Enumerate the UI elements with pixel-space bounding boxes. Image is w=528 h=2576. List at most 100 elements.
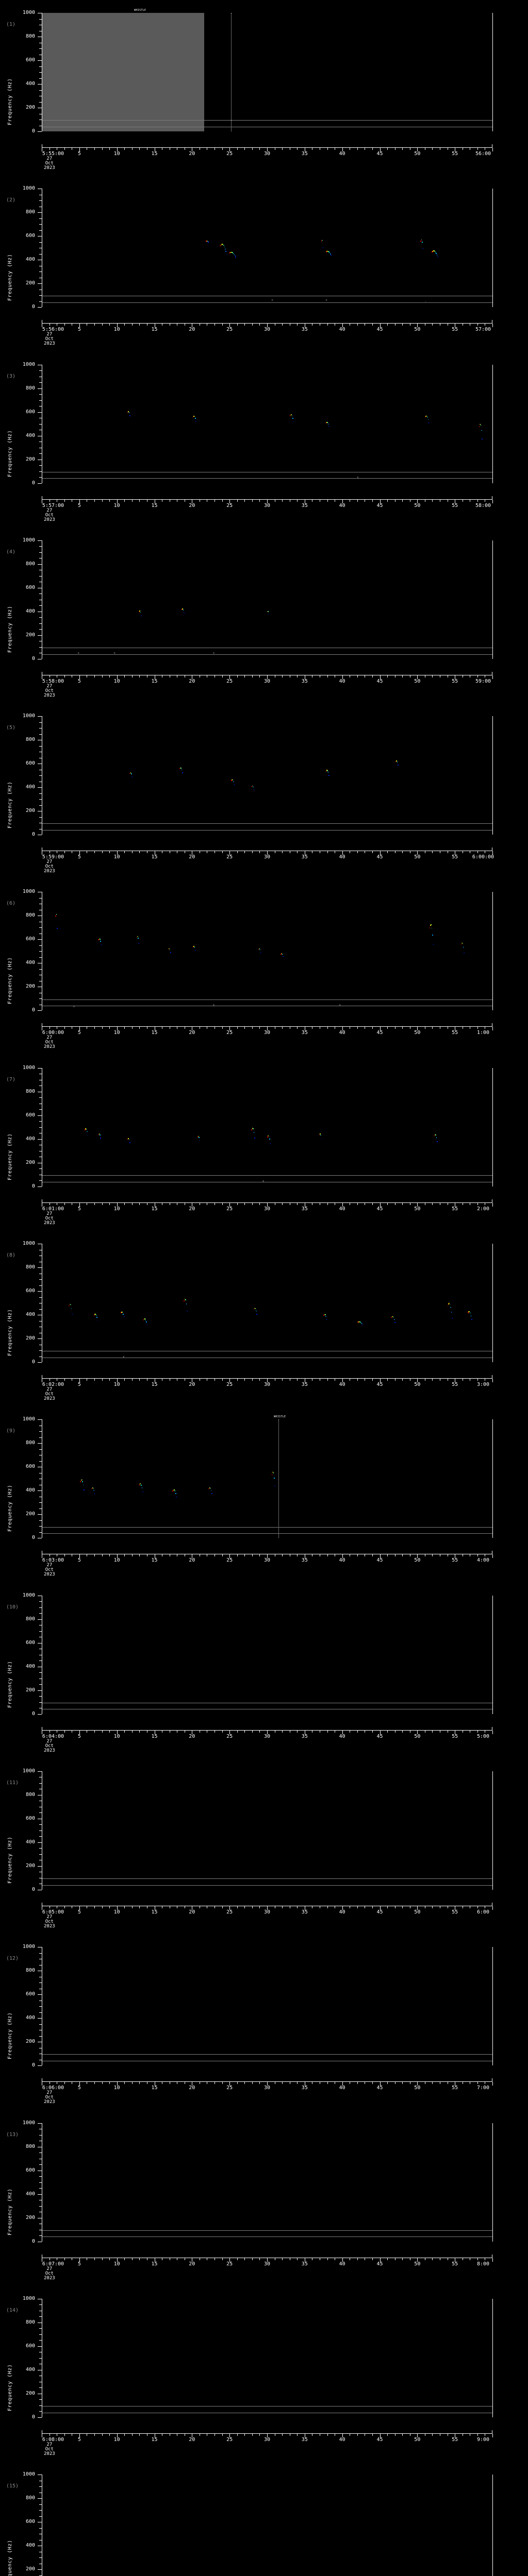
y-axis-tick (38, 412, 42, 413)
spectrogram-plot-area[interactable] (42, 1771, 493, 1890)
x-axis-tick (477, 499, 478, 502)
whistle-contour-segment (138, 1484, 140, 1486)
x-axis-tick (244, 851, 245, 854)
y-axis-tick (39, 400, 42, 401)
spectrogram-plot-area[interactable]: c (42, 1244, 493, 1363)
y-axis-tick-label: 0 (31, 1359, 35, 1365)
y-axis-tick-label: 0 (31, 655, 35, 662)
x-axis-tick (237, 1554, 238, 1557)
whistle-contour-segment (432, 251, 433, 252)
x-axis-tick-label: 30 (263, 678, 271, 684)
spectrogram-plot-area[interactable] (42, 1595, 493, 1714)
y-axis-tick-label: 400 (25, 960, 35, 966)
whistle-contour-segment (146, 1324, 148, 1326)
x-axis-tick (109, 1202, 110, 1205)
x-axis-tick (117, 1027, 118, 1031)
frequency-band-line (42, 1533, 492, 1534)
x-axis-tick-label: 15 (151, 1557, 158, 1564)
spectrogram-plot-area[interactable]: c (42, 1067, 493, 1187)
spectrogram-plot-area[interactable] (42, 1947, 493, 2066)
spectrogram-plot-area[interactable] (42, 2123, 493, 2242)
x-axis-tick (259, 148, 260, 150)
y-axis-tick (39, 1824, 42, 1825)
spectrogram-plot-area[interactable] (42, 13, 493, 131)
whistle-contour-segment (449, 1303, 451, 1305)
x-axis-tick (252, 1906, 253, 1908)
whistle-contour-segment (184, 1298, 186, 1300)
x-axis-tick (297, 1730, 298, 1733)
x-axis-tick-label: 10 (113, 1382, 120, 1388)
y-axis-tick-label: 600 (25, 1288, 35, 1294)
y-axis-tick (39, 2411, 42, 2412)
spectrogram-plot-area[interactable] (42, 2475, 493, 2576)
x-axis-tick (237, 499, 238, 502)
spectrogram-plot-area[interactable] (42, 2298, 493, 2417)
y-axis-tick (38, 60, 42, 61)
whistle-contour-segment (432, 251, 433, 252)
x-axis-tick (342, 148, 343, 151)
y-axis-tick (38, 564, 42, 565)
x-axis-tick (372, 2258, 373, 2260)
x-axis-tick (417, 1379, 418, 1383)
x-axis-tick (124, 1202, 125, 1205)
whistle-contour-segment (447, 1305, 449, 1307)
x-axis-tick (124, 675, 125, 677)
y-axis-tick (39, 1285, 42, 1286)
click-detection-label: c (73, 1005, 75, 1009)
spectrogram-plot-area[interactable]: c c. (42, 189, 493, 308)
x-axis-tick (297, 1202, 298, 1205)
click-detection-label: c (262, 1180, 265, 1183)
x-axis-tick (380, 499, 381, 503)
whistle-contour-segment (452, 1317, 453, 1319)
x-axis-tick-label: 10 (113, 502, 120, 509)
x-axis-tick (387, 148, 388, 150)
y-axis-tick-label: 800 (25, 33, 35, 39)
y-axis-tick (39, 1812, 42, 1814)
x-axis-tick-label: 35 (301, 1206, 308, 1212)
whistle-contour-segment (327, 423, 329, 425)
x-axis-tick (267, 2258, 268, 2262)
date-line: 2023 (44, 165, 55, 171)
y-axis-tick (38, 1714, 42, 1715)
x-axis-tick (139, 1730, 140, 1733)
y-axis-tick (39, 2182, 42, 2183)
spectrogram-plot-area[interactable]: c (42, 364, 493, 483)
y-axis-tick (39, 2304, 42, 2306)
whistle-contour-segment (255, 1308, 256, 1309)
x-axis-tick (131, 324, 133, 326)
whistle-contour-segment (208, 1488, 209, 1489)
x-axis-tick (297, 499, 298, 502)
y-axis-tick (39, 1684, 42, 1685)
frequency-band-line (42, 823, 492, 824)
spectrogram-plot-area[interactable] (42, 716, 493, 835)
y-axis-tick (39, 2176, 42, 2177)
x-axis-tick (342, 2433, 343, 2437)
whistle-contour-segment (208, 242, 209, 243)
whistle-contour-segment (220, 245, 222, 246)
whistle-contour-segment (281, 953, 283, 954)
whistle-contour-segment (138, 938, 139, 939)
x-axis-tick (94, 1027, 95, 1029)
x-axis-tick (492, 1379, 493, 1383)
whistle-contour-segment (207, 241, 208, 242)
x-axis-tick-label: 55 (452, 151, 458, 157)
x-axis-tick (117, 148, 118, 151)
y-axis-tick (39, 218, 42, 219)
y-axis-tick (38, 1115, 42, 1116)
whistle-contour-segment (471, 1319, 472, 1320)
whistle-contour-segment (420, 241, 421, 242)
y-axis-tick-label: 0 (31, 304, 35, 310)
whistle-contour-segment (92, 1487, 93, 1488)
x-axis-tick (237, 1379, 238, 1381)
spectrogram-plot-area[interactable] (42, 1419, 493, 1538)
whistle-contour-segment (144, 1318, 146, 1319)
y-axis-tick-label: 0 (31, 1886, 35, 1892)
x-axis-tick (64, 675, 65, 677)
whistle-contour-segment (87, 1131, 88, 1132)
x-axis-tick (252, 2082, 253, 2084)
whistle-contour-segment (101, 944, 102, 945)
whistle-contour-segment (325, 770, 327, 772)
whistle-contour-segment (435, 251, 436, 253)
